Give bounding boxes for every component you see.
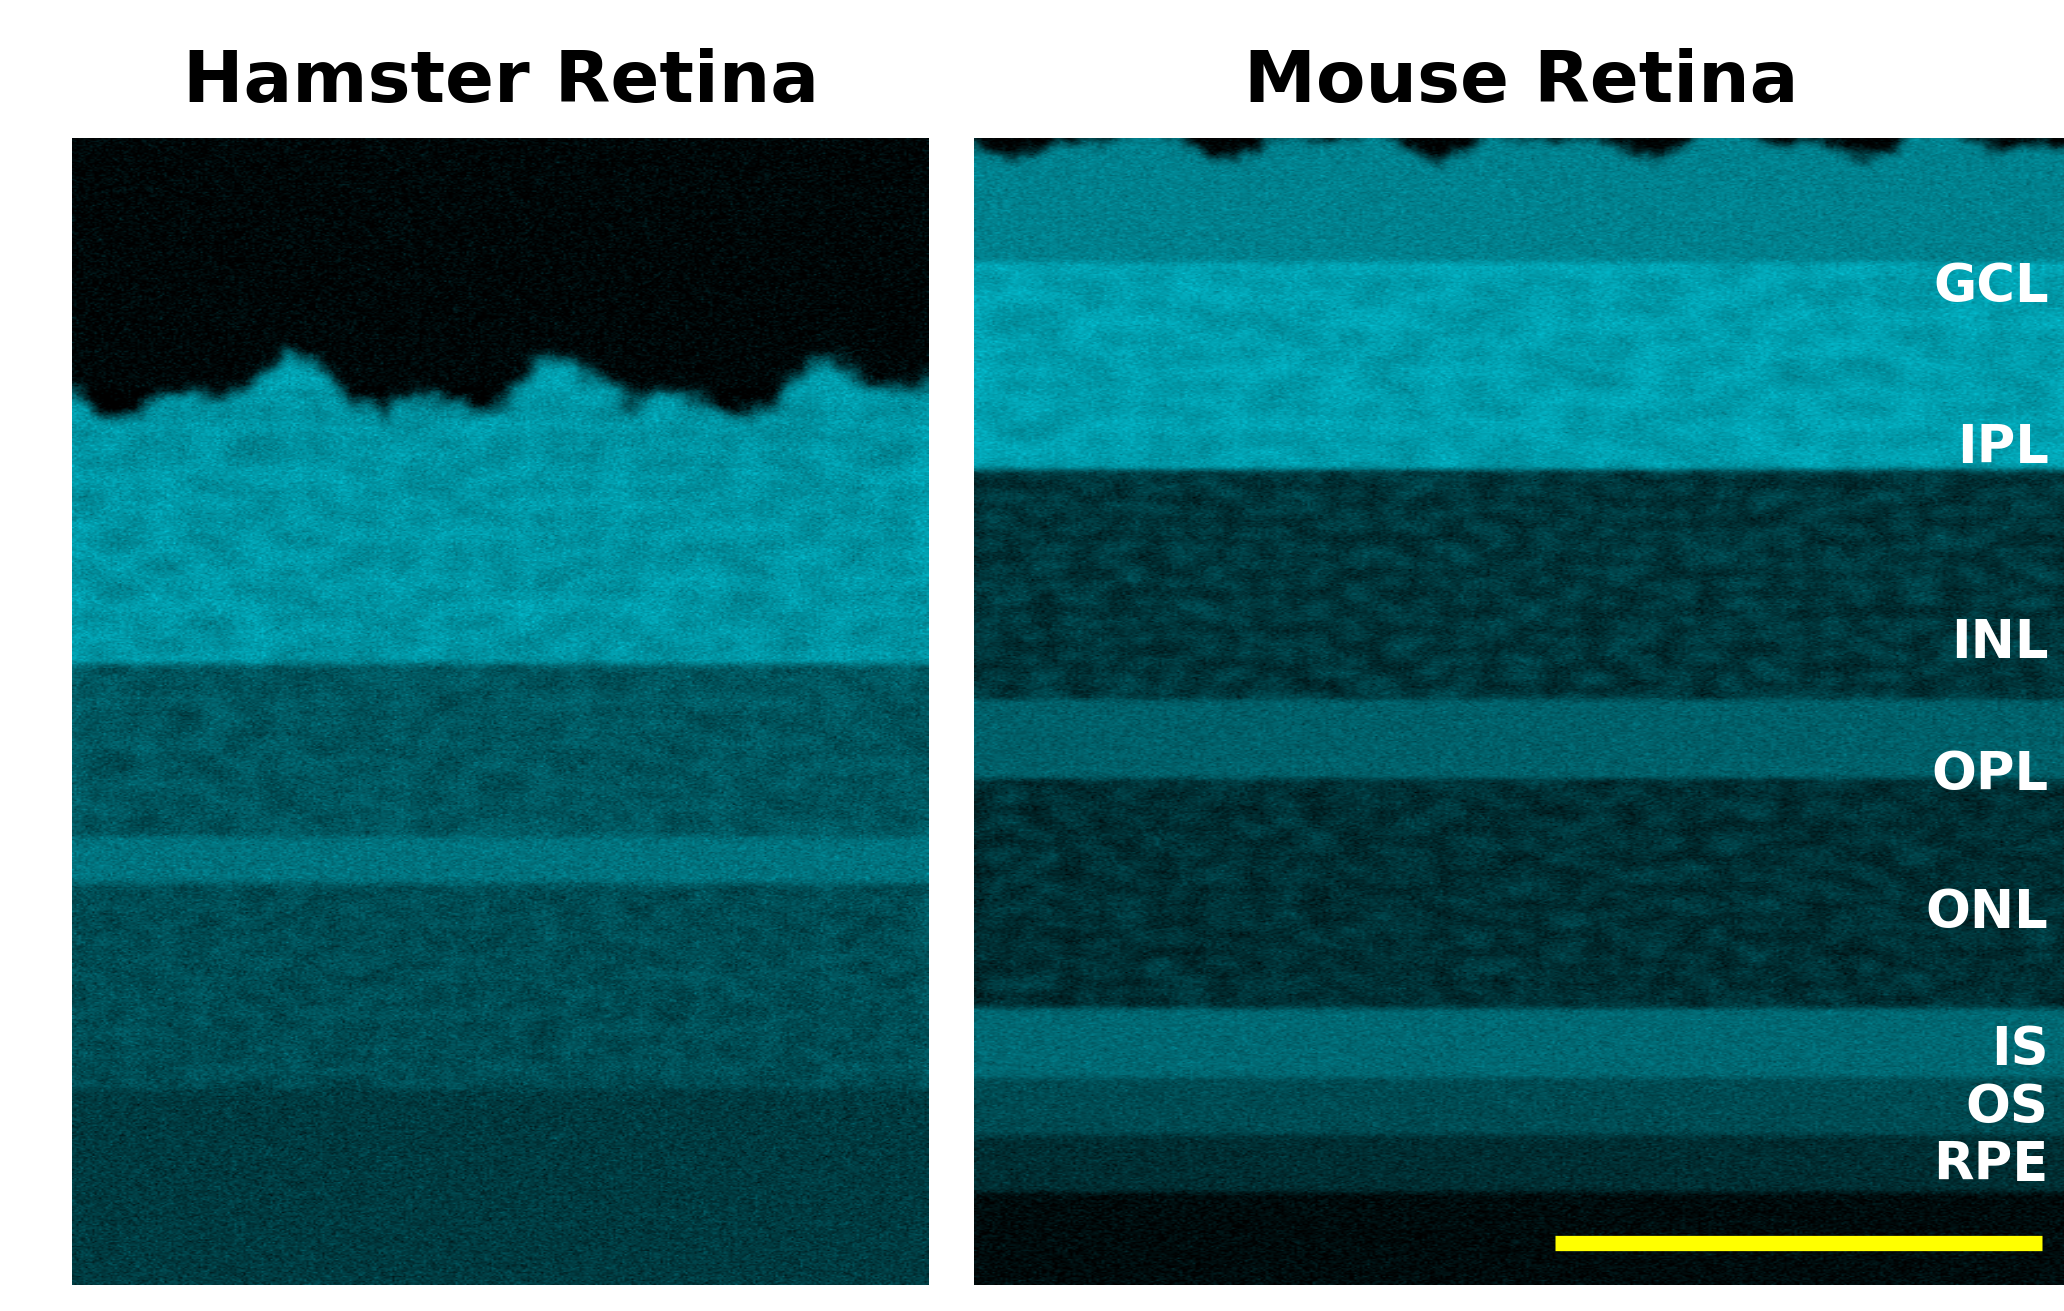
Text: RPE: RPE xyxy=(1934,1139,2050,1190)
Text: INL: INL xyxy=(1950,617,2050,669)
Text: ONL: ONL xyxy=(1926,886,2050,939)
Text: OS: OS xyxy=(1965,1082,2050,1134)
Text: GCL: GCL xyxy=(1934,261,2050,313)
Text: IPL: IPL xyxy=(1957,422,2050,475)
Text: IS: IS xyxy=(1992,1024,2050,1076)
Text: Mouse Retina: Mouse Retina xyxy=(1245,49,1798,118)
Text: Hamster Retina: Hamster Retina xyxy=(182,49,819,118)
Text: OPL: OPL xyxy=(1932,749,2050,801)
